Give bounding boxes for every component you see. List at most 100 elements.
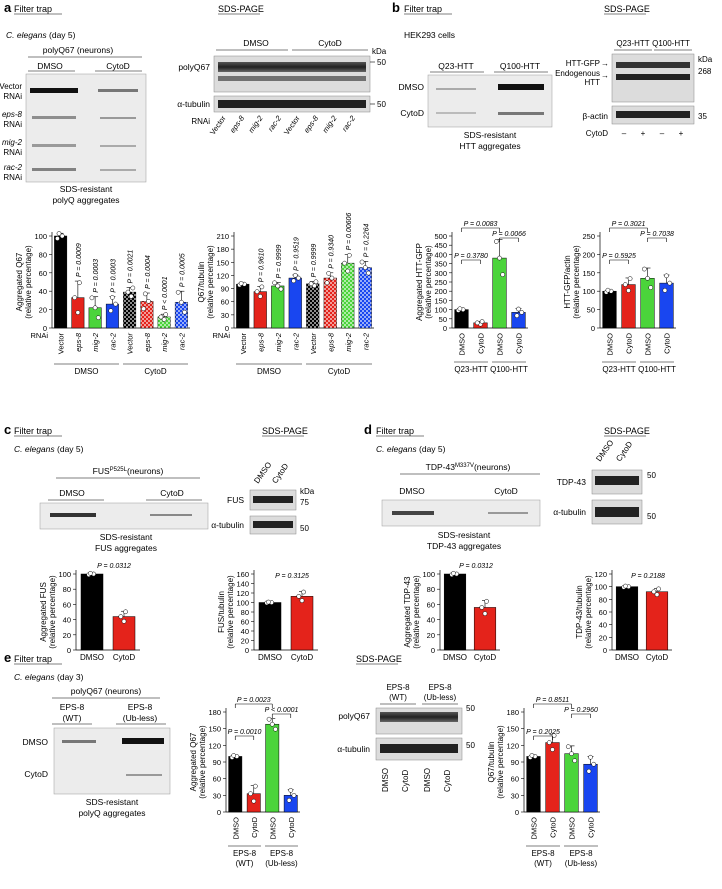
y-tick-label: 300 — [434, 269, 447, 278]
svg-text:CytoD: CytoD — [614, 440, 634, 464]
panel-c: c Filter trap SDS-PAGE C. elegans (day 5… — [4, 422, 315, 553]
chart-q67-tubulin-rnai: 0 30 60 90 120 150 180 210Q67/tubulin(relative … — [197, 213, 374, 376]
svg-text:RNAi: RNAi — [3, 148, 22, 157]
chart-fus-tubulin: 020406080100120140160FUS/tubulin(relativ… — [217, 570, 318, 662]
bar — [545, 742, 560, 813]
x-tick-label: CytoD — [113, 653, 135, 662]
y-tick-label: 40 — [39, 287, 47, 296]
y-tick-label: 120 — [594, 570, 607, 579]
data-point — [55, 236, 60, 241]
data-point — [121, 618, 127, 624]
y-tick-label: 120 — [216, 271, 229, 280]
data-point — [299, 598, 305, 603]
bar — [265, 723, 280, 813]
svg-text:HEK293 cells: HEK293 cells — [404, 30, 455, 40]
p-value: P = 0.00606 — [346, 213, 353, 251]
western-blot-polyq — [213, 55, 371, 93]
bar — [236, 283, 250, 329]
y-axis-label: TDP-43/tubulin(relative percentage) — [575, 575, 593, 649]
data-point — [77, 280, 82, 286]
y-tick-label: 120 — [236, 589, 249, 598]
data-point — [125, 289, 131, 295]
data-point — [664, 273, 669, 279]
x-tick-label: CytoD — [291, 653, 313, 662]
bar — [645, 591, 669, 651]
y-axis-label: Aggregated HTT-GFP(relative percentage) — [415, 243, 433, 321]
construct-label: polyQ67 (neurons) — [43, 45, 114, 55]
y-tick-label: 90 — [213, 758, 221, 767]
data-point — [108, 308, 114, 314]
svg-text:RNAi: RNAi — [3, 92, 22, 101]
y-tick-label: 90 — [221, 285, 229, 294]
x-tick-label: CytoD — [549, 816, 558, 837]
svg-text:polyQ aggregates: polyQ aggregates — [78, 808, 145, 818]
y-tick-label: 20 — [241, 637, 249, 646]
y-tick-label: 100 — [594, 583, 607, 592]
y-tick-label: 80 — [599, 595, 607, 604]
data-point — [497, 255, 502, 261]
y-tick-label: 60 — [221, 298, 229, 307]
y-tick-label: 100 — [582, 287, 595, 296]
filter-trap-heading: Filter trap — [14, 4, 52, 14]
svg-text:EPS-8: EPS-8 — [128, 702, 153, 712]
data-point — [622, 282, 628, 287]
y-tick-label: 20 — [39, 306, 47, 315]
svg-text:–: – — [660, 129, 665, 138]
x-tick-label: rac-2 — [361, 332, 370, 350]
y-tick-label: 0 — [67, 646, 71, 655]
bar-pattern — [123, 292, 136, 328]
data-point — [142, 291, 148, 297]
y-tick-label: 120 — [506, 741, 519, 750]
svg-text:SDS-PAGE: SDS-PAGE — [604, 426, 650, 436]
svg-text:268: 268 — [698, 67, 712, 76]
data-point — [175, 289, 181, 295]
svg-text:SDS-resistant: SDS-resistant — [438, 530, 491, 540]
p-value: P = 0.2264 — [363, 224, 370, 258]
wb-lane-label: Vector — [208, 114, 228, 137]
x-tick-label: Vector — [239, 333, 248, 355]
group-label: EPS-8 — [569, 849, 593, 858]
svg-text:CytoD: CytoD — [270, 462, 290, 486]
y-tick-label: 0 — [217, 808, 221, 817]
svg-text:DMSO: DMSO — [399, 486, 425, 496]
x-tick-label: eps-8 — [74, 332, 83, 352]
bar — [258, 602, 282, 651]
svg-text:kDa: kDa — [300, 487, 315, 496]
x-tick-label: DMSO — [530, 817, 539, 840]
data-point — [667, 280, 673, 286]
svg-text:CytoD: CytoD — [24, 769, 48, 779]
data-point — [301, 589, 306, 595]
y-tick-label: 40 — [241, 627, 249, 636]
y-axis-label: Q67/tubulin(relative percentage) — [487, 725, 505, 799]
y-tick-label: 500 — [434, 232, 447, 241]
data-point — [479, 319, 485, 324]
data-point — [457, 306, 463, 312]
data-point — [292, 272, 298, 278]
data-point — [651, 589, 657, 595]
bar — [80, 573, 104, 651]
y-tick-label: 60 — [511, 775, 519, 784]
y-tick-label: 200 — [582, 250, 595, 259]
panel-e: e Filter trap SDS-PAGE C. elegans (day 3… — [4, 650, 475, 818]
data-point — [272, 280, 277, 286]
p-value: P = 0.0083 — [464, 221, 498, 228]
y-tick-label: 0 — [443, 324, 447, 333]
data-point — [248, 791, 253, 797]
y-tick-label: 100 — [422, 570, 435, 579]
svg-text:Q100-HTT: Q100-HTT — [652, 39, 690, 48]
data-point — [347, 252, 352, 258]
bar — [454, 309, 469, 329]
svg-text:α-tubulin: α-tubulin — [211, 520, 244, 530]
svg-text:HTT: HTT — [584, 78, 600, 87]
data-point — [362, 265, 368, 270]
svg-text:FUSP525L(neurons): FUSP525L(neurons) — [93, 466, 164, 476]
data-point — [329, 275, 335, 281]
data-point — [251, 798, 257, 804]
y-tick-label: 160 — [236, 570, 249, 579]
svg-text:75: 75 — [300, 498, 309, 507]
data-point — [88, 570, 93, 576]
data-point — [179, 299, 184, 305]
